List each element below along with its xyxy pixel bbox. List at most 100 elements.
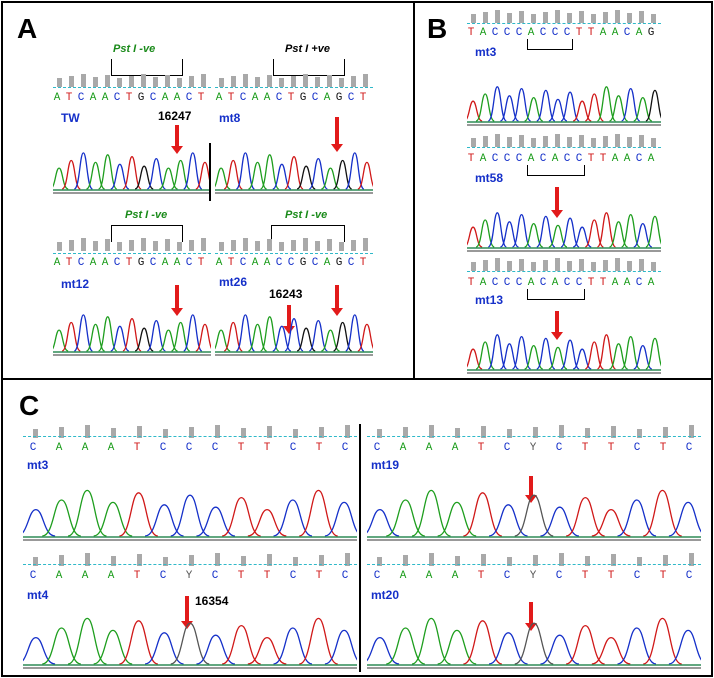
base-letter: C [347, 92, 355, 104]
quality-bar [327, 239, 332, 251]
quality-bar [637, 557, 642, 566]
quality-bar [363, 238, 368, 251]
site-bracket-mt8 [273, 59, 345, 76]
trace-peak [284, 156, 304, 190]
site-bracket-mt12 [111, 225, 183, 242]
quality-bar [519, 135, 524, 147]
quality-bar [611, 426, 616, 438]
quality-bar [231, 240, 236, 251]
quality-bar [533, 427, 538, 438]
quality-bar [377, 429, 382, 438]
quality-bar [615, 10, 620, 23]
trace-peak [411, 617, 451, 665]
trace-peak [247, 636, 287, 665]
base-letter: C [515, 277, 523, 289]
quality-bar [315, 77, 320, 87]
quality-bar [219, 242, 224, 251]
base-letter: T [581, 442, 589, 454]
trace-peak [565, 624, 605, 665]
base-letter: C [575, 277, 583, 289]
quality-bar [293, 429, 298, 438]
quality-bar [507, 261, 512, 271]
quality-bar [267, 554, 272, 566]
base-letter: T [467, 277, 475, 289]
base-letter: C [515, 27, 523, 39]
base-letter: A [173, 92, 181, 104]
quality-bar [93, 241, 98, 251]
base-letter: A [635, 27, 643, 39]
trace-peak [333, 159, 353, 190]
quality-bar [219, 78, 224, 87]
quality-bar [533, 555, 538, 566]
trace-peak [367, 636, 400, 665]
quality-bar [303, 74, 308, 87]
track-label-mt8: mt8 [219, 111, 241, 125]
quality-bar [177, 242, 182, 251]
quality-bar [81, 238, 86, 251]
quality-bar [319, 427, 324, 438]
base-letter: T [125, 92, 133, 104]
quality-bar [33, 429, 38, 438]
base-letter: C [539, 27, 547, 39]
base-letter: C [347, 257, 355, 269]
base-letter: C [311, 92, 319, 104]
trace-peak [591, 636, 631, 665]
site-bracket-tw [111, 59, 183, 76]
base-letter: T [587, 277, 595, 289]
base-letter: A [89, 92, 97, 104]
base-letter: A [611, 27, 619, 39]
quality-bar [531, 138, 536, 147]
baseline-mt20 [367, 564, 701, 565]
quality-bar [591, 14, 596, 23]
quality-bar [241, 556, 246, 566]
trace-peak [144, 504, 184, 537]
trace-peak [620, 87, 641, 122]
base-letter: C [563, 153, 571, 165]
quality-bar [559, 425, 564, 438]
quality-bar [627, 13, 632, 23]
trace-peak [437, 501, 477, 537]
quality-bar [351, 240, 356, 251]
quality-bar [507, 13, 512, 23]
quality-bar [57, 242, 62, 251]
base-letter: A [479, 277, 487, 289]
trace-peak [536, 89, 556, 122]
trace-peak [487, 86, 508, 122]
trace-peak [248, 323, 267, 352]
base-letter: T [315, 442, 323, 454]
quality-bar [129, 76, 134, 87]
trace-peak [511, 335, 532, 370]
quality-bar [69, 240, 74, 251]
trace-peak [324, 501, 357, 537]
base-letter: T [65, 257, 73, 269]
quality-bar [663, 555, 668, 566]
base-letter: T [237, 570, 245, 582]
base-letter: C [539, 277, 547, 289]
quality-bar [153, 77, 158, 87]
base-letter: T [263, 442, 271, 454]
chromatogram-mt13 [467, 334, 661, 374]
base-letter: C [149, 92, 157, 104]
quality-bar [59, 555, 64, 566]
track-label-mt12: mt12 [61, 277, 90, 291]
site-bracket-mt3b [527, 39, 573, 50]
trace-peak [357, 161, 373, 190]
trace-peak [540, 506, 580, 537]
quality-bar [201, 74, 206, 87]
base-letter: T [359, 257, 367, 269]
base-letter: T [263, 570, 271, 582]
base-letter: C [311, 257, 319, 269]
base-letter: A [215, 257, 223, 269]
trace-peak [645, 337, 661, 370]
quality-bar [85, 553, 90, 566]
trace-peak [183, 152, 203, 190]
base-letter: A [451, 570, 459, 582]
quality-bar [481, 554, 486, 566]
base-letter: A [527, 153, 535, 165]
trace-peak [488, 632, 528, 665]
quality-bar [303, 238, 308, 251]
base-letter: C [29, 570, 37, 582]
base-letter: A [215, 92, 223, 104]
trace-peak [584, 93, 604, 122]
quality-bar [471, 262, 476, 271]
